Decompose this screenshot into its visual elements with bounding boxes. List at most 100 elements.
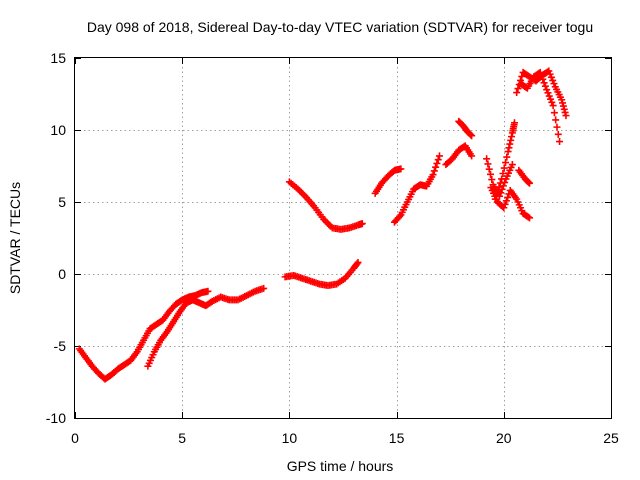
- series-arc-12: [515, 166, 534, 187]
- data-point: [354, 258, 362, 266]
- data-point: [499, 169, 507, 177]
- data-point: [541, 82, 549, 90]
- data-point: [467, 131, 475, 139]
- data-point: [260, 284, 268, 292]
- data-point: [397, 165, 405, 173]
- data-point: [525, 178, 533, 186]
- data-point: [504, 148, 512, 156]
- data-point: [498, 175, 506, 183]
- data-point: [547, 73, 555, 81]
- data-point: [546, 70, 554, 78]
- data-point: [500, 204, 508, 212]
- data-point: [429, 171, 437, 179]
- data-point: [434, 156, 442, 164]
- x-tick-label: 25: [603, 430, 619, 446]
- data-point: [496, 179, 504, 187]
- data-markers: [75, 67, 570, 383]
- data-point: [526, 214, 534, 222]
- data-point: [485, 165, 493, 173]
- data-point: [488, 176, 496, 184]
- chart-title: Day 098 of 2018, Sidereal Day-to-day VTE…: [87, 19, 593, 35]
- data-point: [508, 133, 516, 141]
- x-tick-label: 10: [282, 430, 298, 446]
- data-point: [559, 99, 567, 107]
- series-arc-1: [75, 287, 212, 383]
- data-point: [526, 179, 534, 187]
- y-tick-label: 5: [58, 194, 66, 210]
- data-point: [559, 102, 567, 110]
- data-point: [545, 67, 553, 75]
- data-point: [536, 68, 544, 76]
- data-point: [353, 260, 361, 268]
- data-point: [396, 212, 404, 220]
- data-point: [554, 130, 562, 138]
- data-point: [495, 183, 503, 191]
- data-point: [501, 200, 509, 208]
- series-arc-6: [390, 152, 443, 226]
- data-point: [511, 119, 519, 127]
- data-point: [484, 160, 492, 168]
- grid-lines: [75, 58, 611, 418]
- series-arc-11: [491, 119, 519, 203]
- data-point: [549, 76, 557, 84]
- data-point: [550, 80, 558, 88]
- series-arc-2: [144, 284, 268, 370]
- data-point: [494, 187, 502, 195]
- data-point: [538, 72, 546, 80]
- y-tick-label: 0: [58, 266, 66, 282]
- data-point: [503, 153, 511, 161]
- data-point: [432, 163, 440, 171]
- data-point: [435, 152, 443, 160]
- data-point: [514, 85, 522, 93]
- data-point: [544, 89, 552, 97]
- data-point: [430, 167, 438, 175]
- data-point: [556, 138, 564, 146]
- data-point: [506, 140, 514, 148]
- data-point: [513, 89, 521, 97]
- data-point: [487, 170, 495, 178]
- data-point: [524, 213, 532, 221]
- y-tick-label: -5: [54, 338, 67, 354]
- data-point: [433, 159, 441, 167]
- series-arc-5: [371, 165, 405, 197]
- data-point: [539, 75, 547, 83]
- series-arc-3: [281, 258, 362, 290]
- data-point: [553, 123, 561, 131]
- series-arc-4: [285, 178, 366, 233]
- series-arc-8: [455, 117, 476, 140]
- data-point: [561, 108, 569, 116]
- x-tick-label: 5: [178, 430, 186, 446]
- axis-ticks: 0 5 10 15 20 25 -10 -5 0 5 10 15: [46, 50, 619, 446]
- data-point: [483, 155, 491, 163]
- data-point: [500, 164, 508, 172]
- data-point: [502, 197, 510, 205]
- data-point: [547, 95, 555, 103]
- data-point: [507, 136, 515, 144]
- data-point: [505, 144, 513, 152]
- y-tick-label: -10: [46, 410, 66, 426]
- data-point: [358, 220, 366, 228]
- y-tick-label: 10: [50, 122, 66, 138]
- data-point: [491, 195, 499, 203]
- data-point: [504, 193, 512, 201]
- data-point: [558, 96, 566, 104]
- plot-frame: [74, 57, 612, 419]
- data-point: [552, 116, 560, 124]
- data-point: [550, 109, 558, 117]
- data-point: [468, 152, 476, 160]
- x-tick-label: 15: [389, 430, 405, 446]
- data-point: [540, 79, 548, 87]
- data-point: [204, 287, 212, 295]
- data-point: [502, 159, 510, 167]
- data-point: [545, 92, 553, 100]
- data-point: [468, 132, 476, 140]
- data-point: [543, 86, 551, 94]
- series-arc-14: [517, 68, 564, 146]
- y-tick-label: 15: [50, 50, 66, 66]
- x-tick-label: 20: [496, 430, 512, 446]
- data-point: [508, 161, 516, 169]
- data-point: [549, 102, 557, 110]
- data-point: [560, 105, 568, 113]
- y-axis-label: SDTVAR / TECUs: [7, 182, 23, 294]
